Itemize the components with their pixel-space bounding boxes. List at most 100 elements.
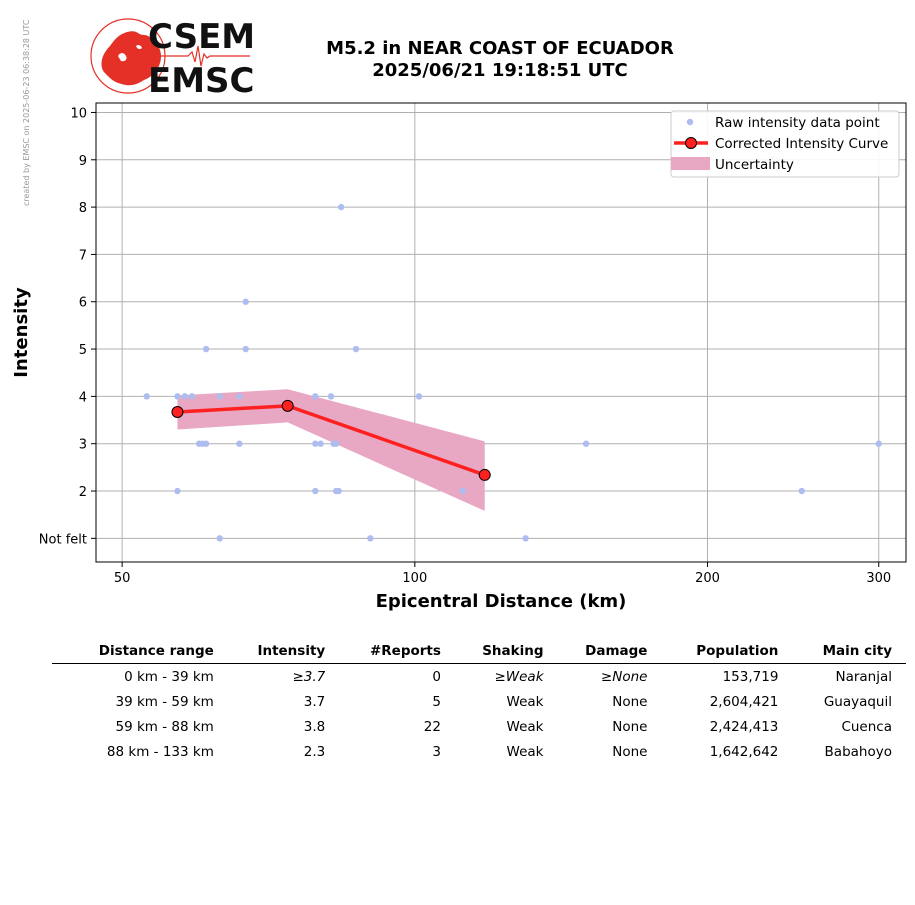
csem-emsc-logo: CSEM EMSC bbox=[90, 17, 255, 100]
curve-marker bbox=[478, 468, 491, 481]
raw-data-point bbox=[335, 487, 342, 495]
col-reports: #Reports bbox=[339, 640, 455, 664]
x-axis-label: Epicentral Distance (km) bbox=[376, 591, 627, 612]
x-tick-label: 100 bbox=[402, 571, 427, 586]
raw-data-point bbox=[522, 535, 529, 542]
logo-line1: CSEM bbox=[148, 17, 255, 57]
title-line1: M5.2 in NEAR COAST OF ECUADOR bbox=[326, 38, 674, 59]
raw-data-point bbox=[327, 393, 335, 400]
table-row: 59 km - 88 km 3.8 22 Weak None 2,424,413… bbox=[52, 714, 906, 739]
col-population: Population bbox=[661, 640, 793, 664]
raw-data-point bbox=[415, 393, 423, 400]
raw-data-point bbox=[202, 440, 210, 447]
col-damage: Damage bbox=[557, 640, 662, 664]
logo-line2: EMSC bbox=[148, 61, 255, 100]
cell-shaking: Weak bbox=[506, 718, 544, 735]
x-tick-label: 300 bbox=[866, 571, 891, 586]
raw-data-point bbox=[143, 393, 150, 400]
legend-curve-marker bbox=[685, 137, 697, 149]
cell-population: 2,604,421 bbox=[709, 693, 779, 710]
cell-distance: 59 km - 88 km bbox=[115, 718, 214, 735]
chart-legend: Raw intensity data point Corrected Intens… bbox=[670, 110, 900, 178]
raw-data-point bbox=[216, 535, 223, 542]
raw-data-point bbox=[242, 298, 249, 305]
raw-data-point bbox=[352, 345, 360, 353]
y-tick-label: Not felt bbox=[39, 532, 87, 547]
raw-data-point bbox=[338, 203, 345, 211]
curve-marker bbox=[171, 405, 184, 418]
cell-intensity: 3.8 bbox=[303, 718, 326, 735]
raw-data-point bbox=[202, 345, 210, 353]
cell-distance: 39 km - 59 km bbox=[115, 693, 214, 710]
y-tick-label: 10 bbox=[70, 106, 87, 121]
watermark: created by EMSC on 2025-06-23 06:38:28 U… bbox=[22, 19, 31, 206]
y-tick-label: 4 bbox=[79, 390, 87, 405]
chart-title: M5.2 in NEAR COAST OF ECUADOR 2025/06/21… bbox=[270, 38, 730, 82]
cell-reports: 5 bbox=[432, 693, 441, 710]
table-header-row: Distance range Intensity #Reports Shakin… bbox=[52, 640, 906, 664]
col-main-city: Main city bbox=[792, 640, 906, 664]
cell-city: Guayaquil bbox=[823, 693, 892, 710]
y-tick-label: 6 bbox=[79, 296, 87, 311]
raw-data-point bbox=[367, 535, 374, 542]
cell-shaking: Weak bbox=[506, 693, 544, 710]
legend-band-swatch bbox=[671, 157, 710, 170]
table-row: 88 km - 133 km 2.3 3 Weak None 1,642,642… bbox=[52, 739, 906, 764]
legend-label: Uncertainty bbox=[715, 157, 794, 173]
cell-distance: 88 km - 133 km bbox=[106, 743, 214, 760]
cell-shaking: ≥Weak bbox=[494, 668, 544, 685]
cell-population: 153,719 bbox=[722, 668, 779, 685]
plot-frame bbox=[95, 102, 907, 563]
raw-data-point bbox=[216, 393, 223, 400]
cell-damage: None bbox=[612, 718, 648, 735]
raw-data-point bbox=[312, 393, 319, 400]
watermark-text: created by EMSC on 2025-06-23 06:38:28 U… bbox=[22, 19, 31, 206]
legend-box bbox=[670, 110, 900, 178]
cell-reports: 3 bbox=[432, 743, 441, 760]
raw-data-point bbox=[875, 440, 882, 447]
y-tick-label: 3 bbox=[79, 438, 87, 453]
cell-shaking: Weak bbox=[506, 743, 544, 760]
table-row: 39 km - 59 km 3.7 5 Weak None 2,604,421 … bbox=[52, 689, 906, 714]
y-tick-label: 8 bbox=[79, 201, 87, 216]
cell-intensity: 3.7 bbox=[303, 693, 326, 710]
cell-population: 2,424,413 bbox=[709, 718, 779, 735]
x-tick-label: 200 bbox=[695, 571, 720, 586]
logo-europe-map-icon bbox=[101, 31, 162, 86]
raw-data-point bbox=[236, 393, 243, 400]
cell-city: Naranjal bbox=[835, 668, 892, 685]
cell-reports: 0 bbox=[432, 668, 441, 685]
raw-data-point bbox=[181, 393, 189, 400]
cell-city: Babahoyo bbox=[824, 743, 892, 760]
raw-data-point bbox=[798, 487, 805, 495]
raw-data-point bbox=[582, 440, 590, 447]
legend-raw-marker bbox=[686, 118, 694, 126]
raw-data-point bbox=[174, 487, 181, 495]
raw-data-point bbox=[312, 487, 319, 495]
y-tick-label: 2 bbox=[79, 485, 87, 500]
cell-damage: None bbox=[612, 743, 648, 760]
raw-data-point bbox=[188, 393, 196, 400]
raw-data-point bbox=[242, 345, 249, 353]
legend-label: Raw intensity data point bbox=[715, 115, 880, 131]
x-tick-label: 50 bbox=[114, 571, 131, 586]
y-axis-label: Intensity bbox=[11, 287, 32, 378]
raw-data-point bbox=[236, 440, 243, 447]
intensity-chart: 50 100 200 300 Not felt 2 3 4 5 6 7 8 9 10 Epicentral … bbox=[11, 102, 907, 612]
cell-damage: None bbox=[612, 693, 648, 710]
raw-data-point bbox=[332, 440, 340, 447]
cell-distance: 0 km - 39 km bbox=[124, 668, 214, 685]
cell-intensity: ≥3.7 bbox=[292, 668, 326, 685]
y-tick-label: 5 bbox=[79, 343, 87, 358]
cell-population: 1,642,642 bbox=[709, 743, 779, 760]
intensity-table: Distance range Intensity #Reports Shakin… bbox=[52, 640, 906, 764]
legend-label: Corrected Intensity Curve bbox=[715, 136, 888, 152]
col-distance-range: Distance range bbox=[52, 640, 228, 664]
raw-data-point bbox=[317, 440, 324, 447]
logo-seismogram-icon bbox=[148, 45, 250, 67]
col-shaking: Shaking bbox=[454, 640, 558, 664]
curve-marker bbox=[281, 399, 294, 412]
raw-data-point bbox=[174, 393, 181, 400]
table-row: 0 km - 39 km ≥3.7 0 ≥Weak ≥None 153,719 … bbox=[52, 664, 906, 690]
cell-reports: 22 bbox=[423, 718, 441, 735]
